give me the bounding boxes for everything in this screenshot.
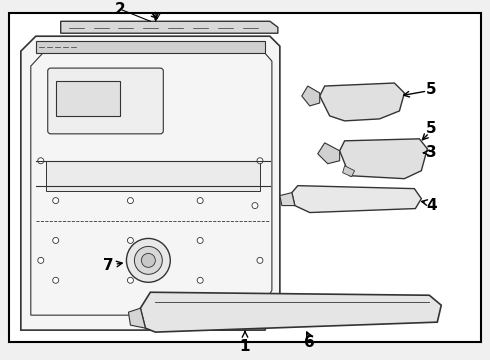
Polygon shape [280,193,295,206]
Circle shape [142,253,155,267]
Text: 5: 5 [426,121,437,136]
Polygon shape [343,166,355,177]
Polygon shape [141,292,441,332]
Circle shape [38,257,44,264]
Polygon shape [292,186,421,212]
Circle shape [38,158,44,164]
Polygon shape [46,161,260,191]
Polygon shape [302,86,319,106]
Text: 6: 6 [304,334,315,350]
Polygon shape [318,143,340,164]
Circle shape [127,198,133,204]
Polygon shape [340,139,427,179]
Circle shape [197,198,203,204]
Bar [36,41,265,53]
Polygon shape [128,308,146,328]
Bar [56,81,121,116]
Circle shape [197,277,203,283]
Text: 4: 4 [426,198,437,213]
Circle shape [53,238,59,243]
Text: 1: 1 [240,338,250,354]
Circle shape [252,203,258,208]
Circle shape [127,277,133,283]
Circle shape [197,238,203,243]
Polygon shape [21,36,280,330]
Polygon shape [319,83,404,121]
Circle shape [53,277,59,283]
Circle shape [134,247,162,274]
Text: 5: 5 [426,81,437,96]
Polygon shape [61,21,278,33]
Text: 2: 2 [115,2,126,17]
Circle shape [257,158,263,164]
Circle shape [53,198,59,204]
Circle shape [257,257,263,264]
Text: 3: 3 [426,145,437,160]
Circle shape [127,238,133,243]
FancyBboxPatch shape [48,68,163,134]
Text: 7: 7 [103,258,114,273]
Circle shape [126,238,171,282]
